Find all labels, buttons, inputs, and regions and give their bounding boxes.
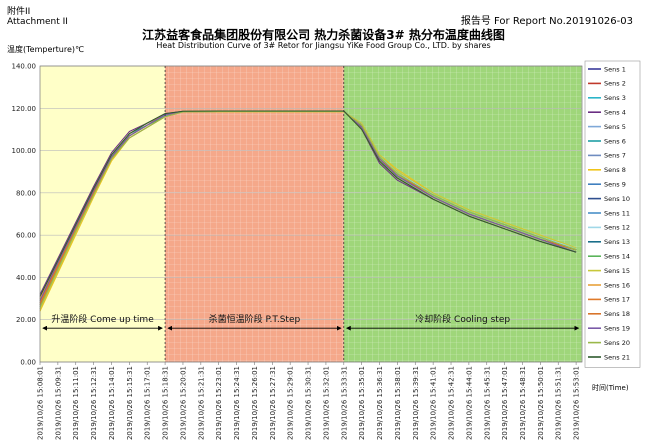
legend-entry-label: Sens 2	[604, 80, 626, 88]
report-number: 报告号 For Report No.20191026-03	[460, 16, 633, 27]
x-tick-label: 2019/10/26 15:27:31	[269, 366, 277, 440]
x-tick-label: 2019/10/26 15:39:31	[412, 366, 420, 440]
phase-label-1: 升温阶段 Come up time	[51, 313, 154, 325]
x-tick-label: 2019/10/26 15:33:31	[340, 366, 348, 440]
plot-frame	[39, 65, 583, 363]
legend-entry-label: Sens 17	[604, 296, 630, 304]
x-tick-label: 2019/10/26 15:47:01	[501, 366, 509, 440]
y-tick-label: 0.00	[20, 359, 36, 367]
x-tick-label: 2019/10/26 15:53:01	[573, 366, 581, 440]
legend-entry-label: Sens 13	[604, 238, 630, 246]
x-tick-label: 2019/10/26 15:35:01	[358, 366, 366, 440]
phase-band-1	[40, 66, 166, 362]
x-tick-label: 2019/10/26 15:45:31	[483, 366, 491, 440]
y-tick-label: 120.00	[12, 105, 37, 113]
legend-entry-label: Sens 1	[604, 65, 626, 73]
x-tick-label: 2019/10/26 15:42:31	[448, 366, 456, 440]
y-tick-label: 40.00	[16, 274, 36, 282]
x-tick-label: 2019/10/26 15:38:01	[394, 366, 402, 440]
legend-entry-label: Sens 9	[604, 181, 626, 189]
x-tick-label: 2019/10/26 15:50:01	[537, 366, 545, 440]
x-tick-label: 2019/10/26 15:36:31	[376, 366, 384, 440]
legend-entry-label: Sens 4	[604, 109, 626, 117]
chart-title-en: Heat Distribution Curve of 3# Retor for …	[156, 41, 491, 50]
y-tick-label: 20.00	[16, 316, 36, 324]
x-tick-label: 2019/10/26 15:15:31	[126, 366, 134, 440]
legend-entry-label: Sens 12	[604, 224, 630, 232]
legend-entry-label: Sens 19	[604, 325, 630, 333]
x-tick-label: 2019/10/26 15:29:01	[287, 366, 295, 440]
legend-entry-label: Sens 6	[604, 137, 626, 145]
legend-entry-label: Sens 8	[604, 166, 626, 174]
y-tick-label: 60.00	[16, 232, 36, 240]
x-tick-label: 2019/10/26 15:41:01	[430, 366, 438, 440]
x-tick-label: 2019/10/26 15:44:01	[465, 366, 473, 440]
series-line-21	[39, 110, 577, 297]
x-tick-label: 2019/10/26 15:14:01	[108, 366, 116, 440]
legend-entry-label: Sens 20	[604, 339, 630, 347]
legend-entry-label: Sens 16	[604, 281, 630, 289]
x-tick-label: 2019/10/26 15:51:31	[555, 366, 563, 440]
x-tick-label: 2019/10/26 15:20:01	[179, 366, 187, 440]
phase-grid-3	[343, 66, 582, 362]
legend-entry-label: Sens 15	[604, 267, 630, 275]
x-tick-label: 2019/10/26 15:17:01	[144, 366, 152, 440]
legend-entry-label: Sens 10	[604, 195, 630, 203]
x-tick-label: 2019/10/26 15:12:31	[90, 366, 98, 440]
legend-entry-label: Sens 18	[604, 310, 630, 318]
x-tick-label: 2019/10/26 15:48:31	[519, 366, 527, 440]
legend-entry-label: Sens 7	[604, 152, 626, 160]
phase-label-2: 杀菌恒温阶段 P.T.Step	[209, 313, 301, 325]
x-tick-label: 2019/10/26 15:32:01	[322, 366, 330, 440]
legend-entry-label: Sens 3	[604, 94, 626, 102]
x-tick-label: 2019/10/26 15:08:01	[37, 366, 45, 440]
y-tick-label: 100.00	[12, 147, 37, 155]
annex-label-en: Attachment II	[7, 17, 68, 27]
legend-entry-label: Sens 14	[604, 253, 630, 261]
x-tick-label: 2019/10/26 15:11:01	[72, 366, 80, 440]
legend-entry-label: Sens 5	[604, 123, 626, 131]
legend-entry-label: Sens 11	[604, 209, 630, 217]
annex-label-cn: 附件II	[7, 7, 31, 17]
x-tick-label: 2019/10/26 15:21:31	[197, 366, 205, 440]
y-tick-label: 80.00	[16, 189, 36, 197]
phase-label-3: 冷却阶段 Cooling step	[415, 313, 510, 325]
x-tick-label: 2019/10/26 15:26:01	[251, 366, 259, 440]
x-tick-label: 2019/10/26 15:23:01	[215, 366, 223, 440]
x-axis-label: 时间(Time)	[592, 384, 629, 392]
y-axis-label: 温度(Temperture)℃	[7, 45, 84, 54]
phase-grid-2	[165, 66, 344, 362]
x-tick-label: 2019/10/26 15:09:31	[54, 366, 62, 440]
x-tick-label: 2019/10/26 15:24:31	[233, 366, 241, 440]
chart-title-cn: 江苏益客食品集团股份有限公司 热力杀菌设备3# 热分布温度曲线图	[142, 28, 505, 42]
x-tick-label: 2019/10/26 15:30:31	[305, 366, 313, 440]
legend-entry-label: Sens 21	[604, 353, 630, 361]
x-tick-label: 2019/10/26 15:18:31	[162, 366, 170, 440]
y-tick-label: 140.00	[12, 63, 37, 71]
